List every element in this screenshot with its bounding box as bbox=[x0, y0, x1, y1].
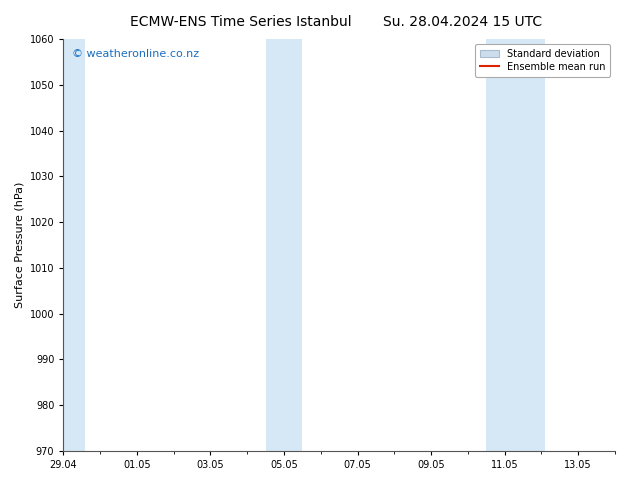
Bar bbox=[60, 39, 86, 451]
Text: ECMW-ENS Time Series Istanbul: ECMW-ENS Time Series Istanbul bbox=[130, 15, 352, 29]
Legend: Standard deviation, Ensemble mean run: Standard deviation, Ensemble mean run bbox=[475, 44, 610, 77]
Text: © weatheronline.co.nz: © weatheronline.co.nz bbox=[72, 49, 199, 59]
Y-axis label: Surface Pressure (hPa): Surface Pressure (hPa) bbox=[14, 182, 24, 308]
Bar bbox=[266, 39, 302, 451]
Bar bbox=[486, 39, 545, 451]
Text: Su. 28.04.2024 15 UTC: Su. 28.04.2024 15 UTC bbox=[384, 15, 542, 29]
